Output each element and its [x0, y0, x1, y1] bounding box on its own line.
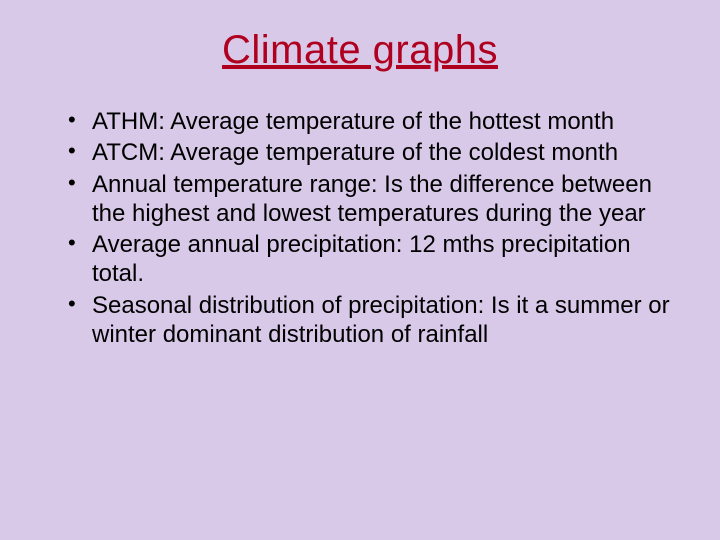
list-item: ATCM: Average temperature of the coldest…: [68, 138, 670, 167]
list-item: Seasonal distribution of precipitation: …: [68, 291, 670, 350]
slide-title: Climate graphs: [50, 28, 670, 73]
list-item: Average annual precipitation: 12 mths pr…: [68, 230, 670, 289]
list-item: ATHM: Average temperature of the hottest…: [68, 107, 670, 136]
list-item: Annual temperature range: Is the differe…: [68, 170, 670, 229]
slide-container: Climate graphs ATHM: Average temperature…: [0, 0, 720, 540]
bullet-list: ATHM: Average temperature of the hottest…: [50, 107, 670, 349]
